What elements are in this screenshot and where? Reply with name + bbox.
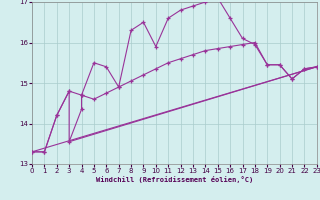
X-axis label: Windchill (Refroidissement éolien,°C): Windchill (Refroidissement éolien,°C) [96,176,253,183]
